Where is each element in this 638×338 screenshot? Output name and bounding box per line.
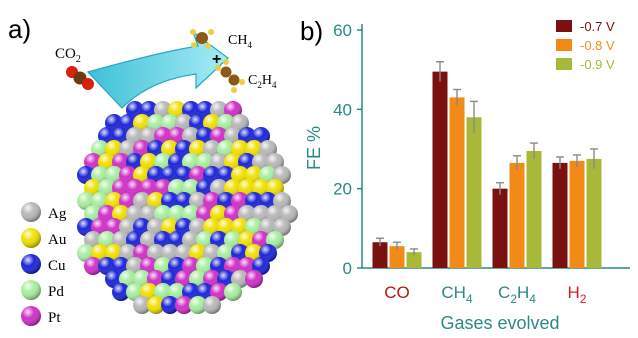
bar xyxy=(466,117,482,269)
bar xyxy=(526,150,542,268)
legend-label: -0.8 V xyxy=(580,38,615,53)
y-tick-label: 40 xyxy=(333,100,352,119)
atom-shading xyxy=(224,283,242,301)
atom-shading xyxy=(161,296,179,314)
y-tick-label: 60 xyxy=(333,21,352,40)
legend-item-pd: Pd xyxy=(21,280,64,300)
legend-label: -0.9 V xyxy=(580,57,615,72)
plus-sign: + xyxy=(212,51,221,68)
atom-shading xyxy=(112,283,130,301)
nanoparticle-cluster xyxy=(77,101,298,314)
bar xyxy=(406,252,422,268)
atom-shading xyxy=(175,296,193,314)
bar xyxy=(569,160,585,268)
x-tick-label: C2H4 xyxy=(498,283,536,306)
svg-text:Ag: Ag xyxy=(48,206,67,222)
x-tick-label: H2 xyxy=(568,283,587,306)
atom-shading xyxy=(147,296,165,314)
bar xyxy=(586,158,602,268)
svg-text:Pd: Pd xyxy=(48,284,64,300)
ch4-molecule-icon xyxy=(190,29,214,49)
svg-text:Pt: Pt xyxy=(48,310,61,326)
atom-shading xyxy=(245,270,263,288)
legend-item-pt: Pt xyxy=(21,306,61,326)
legend-label: -0.7 V xyxy=(580,19,615,34)
bar xyxy=(389,246,405,268)
legend-swatch xyxy=(556,58,572,70)
x-axis-label: Gases evolved xyxy=(440,313,559,333)
c2h4-label: C2H4 xyxy=(248,73,277,90)
panel-a-label: a) xyxy=(8,14,31,44)
c2h4-molecule-icon xyxy=(215,59,245,93)
bar xyxy=(449,97,465,268)
bar xyxy=(509,162,525,268)
y-tick-label: 20 xyxy=(333,180,352,199)
ch4-label: CH4 xyxy=(228,33,252,50)
atom-shading xyxy=(203,296,221,314)
element-legend: Ag Au Cu Pd Pt xyxy=(21,202,67,326)
legend-item-au: Au xyxy=(21,228,67,248)
bar xyxy=(552,162,568,268)
atom-shading xyxy=(133,296,151,314)
co2-molecule-icon xyxy=(66,66,94,90)
bar xyxy=(432,71,448,269)
panel-b-label: b) xyxy=(300,16,323,46)
x-tick-label: CH4 xyxy=(441,283,473,306)
legend-swatch xyxy=(556,39,572,51)
svg-text:Cu: Cu xyxy=(48,258,66,274)
conversion-arrow-icon xyxy=(86,30,229,109)
legend-item-ag: Ag xyxy=(21,202,67,222)
nanoparticle-schematic: a) CO2 CH4 + C2H4 xyxy=(8,14,298,326)
atom-shading xyxy=(84,257,102,275)
x-tick-label: CO xyxy=(384,283,410,302)
bar xyxy=(372,242,388,268)
legend-swatch xyxy=(556,20,572,32)
schematic-panel: a) CO2 CH4 + C2H4 xyxy=(0,0,300,333)
y-axis-label: FE % xyxy=(304,126,324,170)
bar xyxy=(492,188,508,268)
atom-shading xyxy=(189,296,207,314)
chart-plot-area: 0 20 40 60 CO CH4 C2H4 H2 -0.7 V -0.8 V -0.9 V xyxy=(333,19,630,306)
co2-label: CO2 xyxy=(55,46,81,65)
chart-panel: b) 0 20 40 60 CO CH4 C2H4 H2 -0.7 V -0.8 V -0.9 V … xyxy=(300,0,638,333)
svg-text:Au: Au xyxy=(48,232,67,248)
y-tick-label: 0 xyxy=(343,259,352,278)
legend-item-cu: Cu xyxy=(21,254,66,274)
